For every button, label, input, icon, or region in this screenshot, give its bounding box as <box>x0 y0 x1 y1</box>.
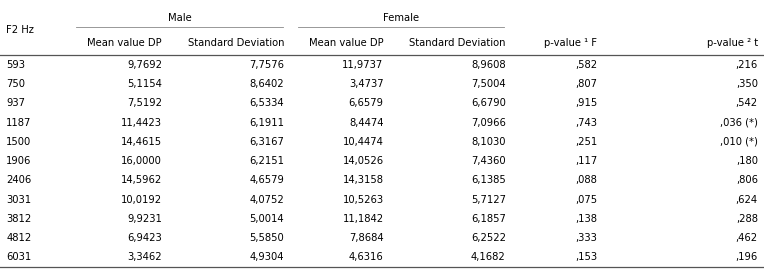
Text: 7,5004: 7,5004 <box>471 79 506 89</box>
Text: 4,0752: 4,0752 <box>250 194 284 205</box>
Text: 8,9608: 8,9608 <box>471 60 506 70</box>
Text: p-value ¹ F: p-value ¹ F <box>545 38 597 48</box>
Text: ,075: ,075 <box>575 194 597 205</box>
Text: 2406: 2406 <box>6 175 31 185</box>
Text: 9,9231: 9,9231 <box>127 214 162 224</box>
Text: Mean value DP: Mean value DP <box>309 38 384 48</box>
Text: 5,1154: 5,1154 <box>127 79 162 89</box>
Text: 4,9304: 4,9304 <box>250 252 284 262</box>
Text: ,542: ,542 <box>736 98 758 108</box>
Text: 14,4615: 14,4615 <box>121 137 162 147</box>
Text: 8,1030: 8,1030 <box>471 137 506 147</box>
Text: 10,4474: 10,4474 <box>342 137 384 147</box>
Text: 7,8684: 7,8684 <box>349 233 384 243</box>
Text: 14,0526: 14,0526 <box>342 156 384 166</box>
Text: 10,5263: 10,5263 <box>342 194 384 205</box>
Text: ,462: ,462 <box>736 233 758 243</box>
Text: 4,6316: 4,6316 <box>349 252 384 262</box>
Text: ,288: ,288 <box>736 214 758 224</box>
Text: ,117: ,117 <box>575 156 597 166</box>
Text: 14,3158: 14,3158 <box>342 175 384 185</box>
Text: 1187: 1187 <box>6 118 31 128</box>
Text: ,088: ,088 <box>575 175 597 185</box>
Text: 750: 750 <box>6 79 25 89</box>
Text: ,582: ,582 <box>575 60 597 70</box>
Text: p-value ² t: p-value ² t <box>707 38 758 48</box>
Text: ,036 (*): ,036 (*) <box>720 118 758 128</box>
Text: 7,5192: 7,5192 <box>127 98 162 108</box>
Text: Standard Deviation: Standard Deviation <box>410 38 506 48</box>
Text: 6,1385: 6,1385 <box>471 175 506 185</box>
Text: 1500: 1500 <box>6 137 31 147</box>
Text: 10,0192: 10,0192 <box>121 194 162 205</box>
Text: 9,7692: 9,7692 <box>127 60 162 70</box>
Text: Mean value DP: Mean value DP <box>87 38 162 48</box>
Text: 11,4423: 11,4423 <box>121 118 162 128</box>
Text: ,915: ,915 <box>575 98 597 108</box>
Text: 16,0000: 16,0000 <box>121 156 162 166</box>
Text: ,196: ,196 <box>736 252 758 262</box>
Text: ,350: ,350 <box>736 79 758 89</box>
Text: 3,4737: 3,4737 <box>349 79 384 89</box>
Text: 6,5334: 6,5334 <box>250 98 284 108</box>
Text: 6,1857: 6,1857 <box>471 214 506 224</box>
Text: ,010 (*): ,010 (*) <box>720 137 758 147</box>
Text: 593: 593 <box>6 60 25 70</box>
Text: Female: Female <box>383 13 419 23</box>
Text: 6,2522: 6,2522 <box>471 233 506 243</box>
Text: 6,2151: 6,2151 <box>249 156 284 166</box>
Text: ,180: ,180 <box>736 156 758 166</box>
Text: 5,0014: 5,0014 <box>250 214 284 224</box>
Text: 8,4474: 8,4474 <box>349 118 384 128</box>
Text: 5,5850: 5,5850 <box>250 233 284 243</box>
Text: ,624: ,624 <box>736 194 758 205</box>
Text: ,743: ,743 <box>575 118 597 128</box>
Text: 6,6579: 6,6579 <box>348 98 384 108</box>
Text: 3812: 3812 <box>6 214 31 224</box>
Text: 11,9737: 11,9737 <box>342 60 384 70</box>
Text: 3,3462: 3,3462 <box>128 252 162 262</box>
Text: ,138: ,138 <box>575 214 597 224</box>
Text: ,251: ,251 <box>575 137 597 147</box>
Text: 6031: 6031 <box>6 252 31 262</box>
Text: 6,9423: 6,9423 <box>128 233 162 243</box>
Text: 14,5962: 14,5962 <box>121 175 162 185</box>
Text: 6,6790: 6,6790 <box>471 98 506 108</box>
Text: 5,7127: 5,7127 <box>471 194 506 205</box>
Text: ,806: ,806 <box>736 175 758 185</box>
Text: ,333: ,333 <box>575 233 597 243</box>
Text: 6,1911: 6,1911 <box>249 118 284 128</box>
Text: 1906: 1906 <box>6 156 31 166</box>
Text: 4,6579: 4,6579 <box>249 175 284 185</box>
Text: Standard Deviation: Standard Deviation <box>188 38 284 48</box>
Text: F2 Hz: F2 Hz <box>6 26 34 35</box>
Text: ,807: ,807 <box>575 79 597 89</box>
Text: 4812: 4812 <box>6 233 31 243</box>
Text: 11,1842: 11,1842 <box>342 214 384 224</box>
Text: 6,3167: 6,3167 <box>249 137 284 147</box>
Text: ,153: ,153 <box>575 252 597 262</box>
Text: 4,1682: 4,1682 <box>471 252 506 262</box>
Text: 3031: 3031 <box>6 194 31 205</box>
Text: 7,7576: 7,7576 <box>249 60 284 70</box>
Text: 8,6402: 8,6402 <box>250 79 284 89</box>
Text: Male: Male <box>167 13 192 23</box>
Text: 7,4360: 7,4360 <box>471 156 506 166</box>
Text: ,216: ,216 <box>736 60 758 70</box>
Text: 937: 937 <box>6 98 25 108</box>
Text: 7,0966: 7,0966 <box>471 118 506 128</box>
